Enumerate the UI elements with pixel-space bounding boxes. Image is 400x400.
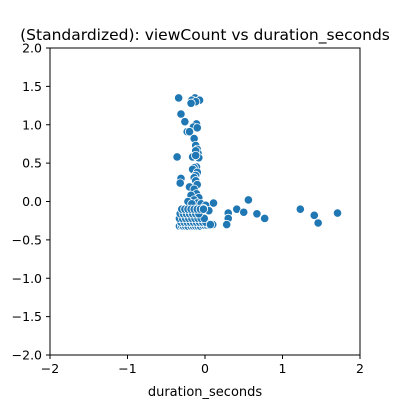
y-tick-label: −1.5 xyxy=(12,309,42,324)
data-point xyxy=(309,210,319,220)
y-tick-label: 0.0 xyxy=(22,194,42,209)
x-tick-label: 1 xyxy=(279,361,287,376)
data-point xyxy=(239,207,249,217)
x-tick-label: −2 xyxy=(41,361,59,376)
data-point xyxy=(175,178,185,188)
x-tick-label: 0 xyxy=(201,361,209,376)
x-tick-label: 2 xyxy=(356,361,364,376)
data-point xyxy=(252,209,262,219)
y-tick-label: −0.5 xyxy=(12,232,42,247)
data-point xyxy=(208,198,219,208)
y-tick-label: −1.0 xyxy=(12,271,42,286)
y-tick-label: −2.0 xyxy=(12,348,42,363)
data-point xyxy=(184,127,195,137)
data-point xyxy=(174,93,184,103)
data-point xyxy=(260,213,270,223)
data-point xyxy=(176,109,186,119)
y-tick-label: 1.5 xyxy=(22,79,42,94)
data-point xyxy=(186,98,196,108)
x-axis: −2 −1 0 1 2 xyxy=(41,355,364,376)
data-points xyxy=(172,93,343,231)
data-point xyxy=(198,204,209,214)
x-tick-label: −1 xyxy=(118,361,136,376)
y-tick-label: 1.0 xyxy=(22,117,42,132)
y-tick-label: 2.0 xyxy=(22,41,42,56)
data-point xyxy=(295,204,305,214)
data-point xyxy=(313,218,323,228)
chart-title: (Standardized): viewCount vs duration_se… xyxy=(20,26,390,45)
y-tick-label: 0.5 xyxy=(22,156,42,171)
y-axis: −2.0 −1.5 −1.0 −0.5 0.0 0.5 1.0 1.5 2.0 xyxy=(12,41,50,363)
data-point xyxy=(332,208,343,218)
data-point xyxy=(222,219,232,230)
data-point xyxy=(243,195,253,205)
data-point xyxy=(172,152,182,162)
data-point xyxy=(192,123,202,133)
x-axis-label: duration_seconds xyxy=(148,385,263,400)
data-point xyxy=(191,150,201,161)
data-point xyxy=(180,117,190,127)
data-point xyxy=(205,219,216,230)
